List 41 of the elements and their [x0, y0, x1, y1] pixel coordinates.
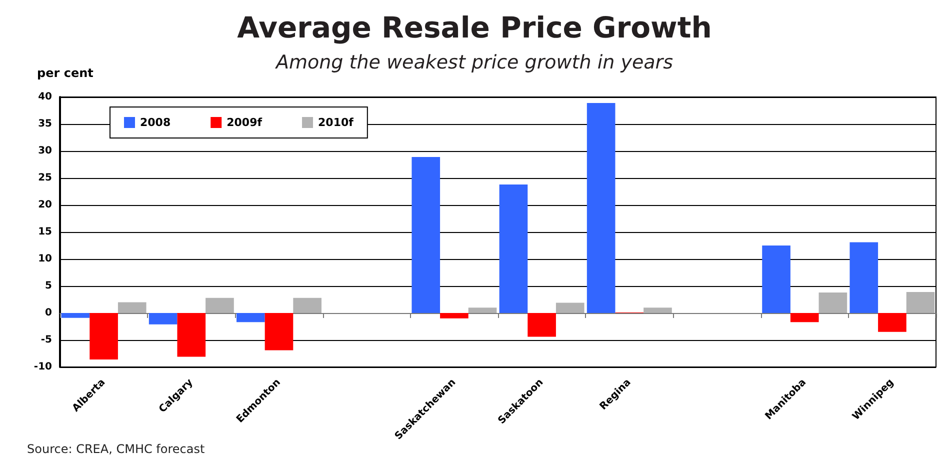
source-note: Source: CREA, CMHC forecast — [27, 442, 205, 456]
y-tick-label: -10 — [34, 362, 52, 372]
bar — [586, 102, 616, 313]
bar — [293, 298, 322, 313]
bar — [644, 308, 672, 313]
bar — [762, 246, 790, 313]
y-tick-label: 15 — [38, 226, 52, 238]
y-tick-label: 25 — [38, 172, 52, 184]
y-tick-label: 20 — [38, 200, 52, 210]
y-tick-label: 5 — [45, 280, 52, 292]
bar — [177, 313, 206, 357]
bar — [264, 313, 294, 350]
bar — [906, 292, 935, 313]
bar — [468, 308, 497, 313]
bar — [850, 242, 878, 313]
legend-label: 2008 — [140, 116, 171, 129]
y-tick-label: 40 — [38, 92, 52, 102]
bar — [556, 302, 584, 313]
bar — [878, 313, 906, 332]
bar — [790, 313, 819, 322]
y-tick-label: 30 — [38, 146, 52, 156]
bar — [148, 313, 178, 324]
bar — [528, 313, 556, 337]
chart-title: Average Resale Price Growth — [237, 10, 712, 44]
legend-label: 2010f — [318, 116, 354, 129]
y-tick-label: 35 — [38, 118, 52, 130]
bar — [236, 313, 265, 322]
legend-label: 2009f — [226, 116, 262, 129]
bar — [412, 156, 440, 313]
chart-subtitle: Among the weakest price growth in years — [274, 52, 674, 74]
bar — [499, 184, 528, 313]
bar — [206, 298, 234, 313]
y-axis-title: per cent — [37, 66, 94, 80]
y-tick-label: -5 — [40, 334, 52, 346]
bar — [440, 313, 468, 318]
y-tick-label: 10 — [38, 254, 52, 264]
bar — [90, 313, 118, 360]
y-tick-label: 0 — [45, 308, 52, 318]
bar — [818, 292, 848, 313]
bar — [118, 302, 146, 313]
bar — [61, 313, 90, 318]
